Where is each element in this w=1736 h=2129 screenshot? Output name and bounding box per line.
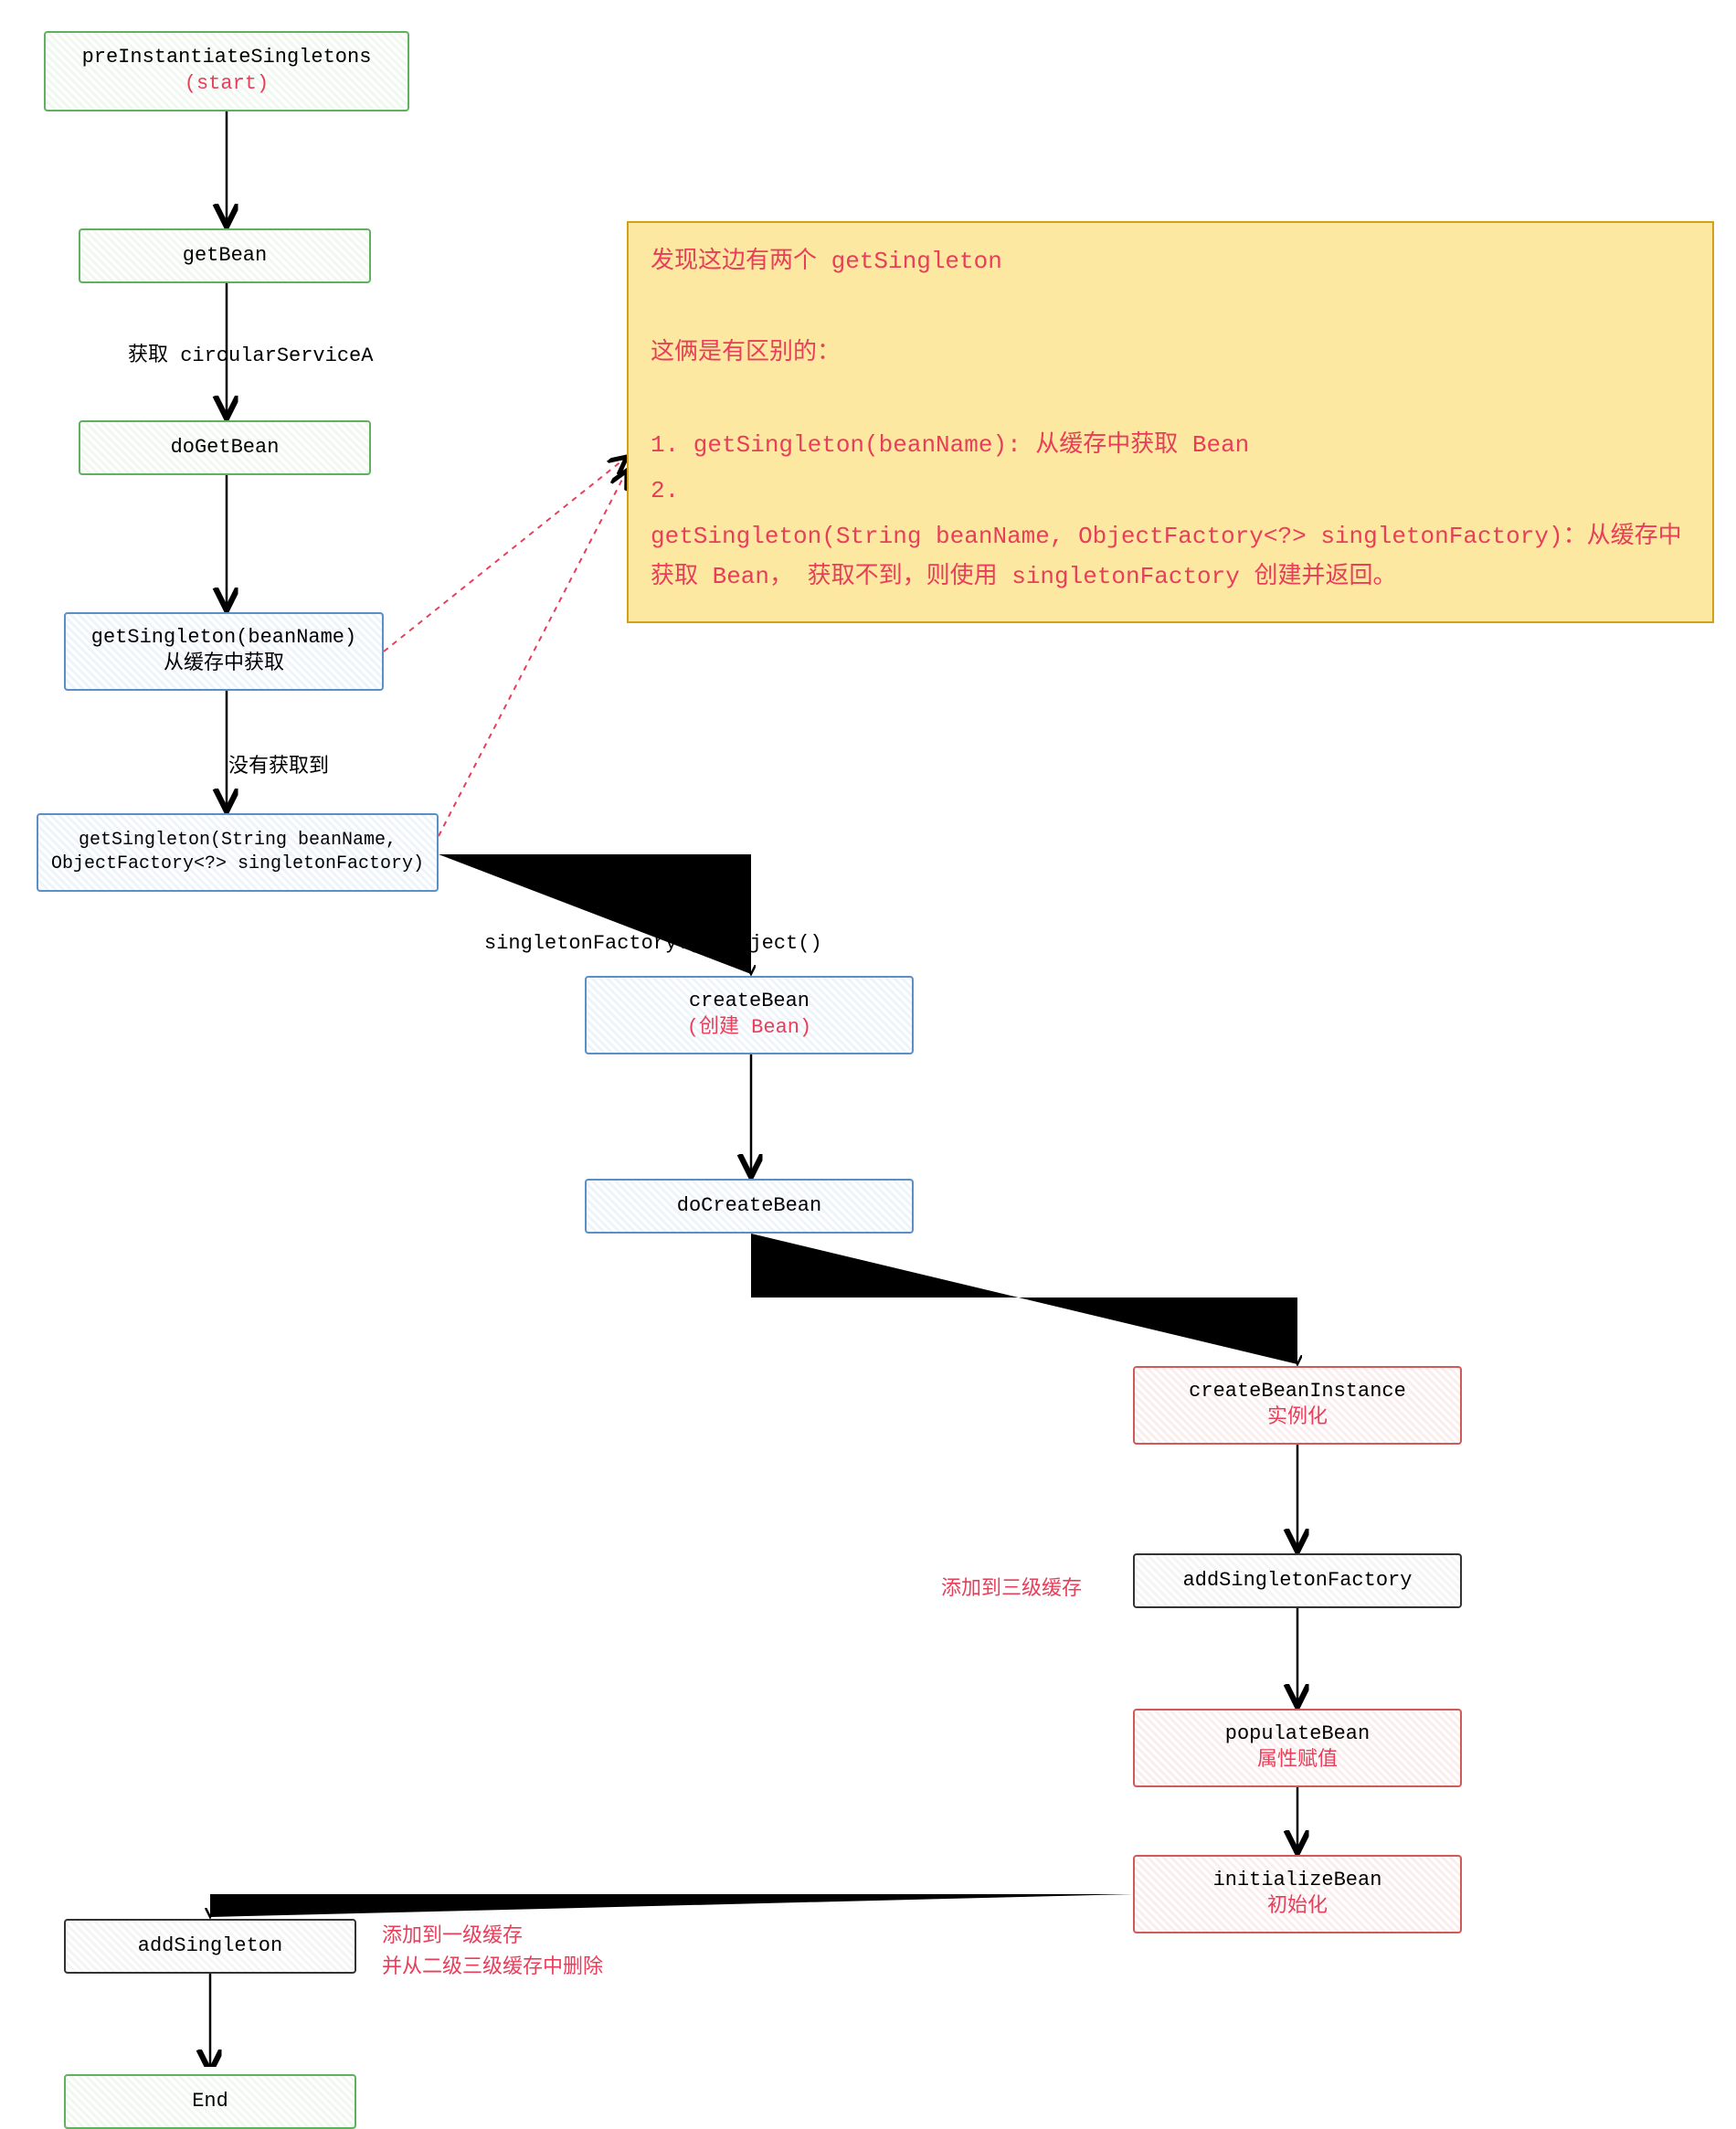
node-doCreateBean: doCreateBean [585, 1179, 914, 1234]
node-title: populateBean [1225, 1721, 1370, 1748]
node-addSingletonFactory: addSingletonFactory [1133, 1553, 1462, 1608]
node-sub: 从缓存中获取 [164, 651, 284, 678]
node-doGetBean: doGetBean [79, 420, 371, 475]
node-sub: 初始化 [1267, 1894, 1328, 1921]
node-title: preInstantiateSingletons [82, 45, 372, 71]
node-createBeanInstance: createBeanInstance 实例化 [1133, 1366, 1462, 1445]
node-title: doGetBean [171, 435, 280, 461]
node-end: End [64, 2074, 356, 2129]
callout-line [651, 287, 1690, 327]
node-preInstantiateSingletons: preInstantiateSingletons (start) [44, 31, 409, 111]
callout-line: 1. getSingleton(beanName): 从缓存中获取 Bean [651, 425, 1690, 465]
node-title: getBean [183, 243, 267, 270]
node-title: getSingleton(String beanName, ObjectFact… [51, 829, 424, 876]
node-title: createBeanInstance [1189, 1379, 1406, 1405]
node-title: createBean [689, 989, 810, 1015]
node-sub: (start) [185, 71, 269, 98]
edge-label-not-found: 没有获取到 [228, 749, 329, 779]
edge-label-add-l1-cache-1: 添加到一级缓存 [382, 1919, 523, 1948]
node-sub: (创建 Bean) [687, 1015, 811, 1042]
node-sub: 实例化 [1267, 1405, 1328, 1432]
edge-label-add-l3-cache: 添加到三级缓存 [941, 1572, 1082, 1601]
callout-line: 2. [651, 471, 1690, 511]
callout-line: 这俩是有区别的： [651, 333, 1690, 373]
edge-label-getObject: singletonFactory.getObject() [484, 932, 822, 955]
edge-label-add-l1-cache-2: 并从二级三级缓存中删除 [382, 1950, 603, 1979]
node-addSingleton: addSingleton [64, 1919, 356, 1974]
node-title: addSingletonFactory [1183, 1568, 1413, 1594]
node-title: getSingleton(beanName) [91, 625, 356, 651]
node-getSingleton-factory: getSingleton(String beanName, ObjectFact… [37, 813, 439, 892]
node-title: doCreateBean [677, 1193, 821, 1220]
node-sub: 属性赋值 [1257, 1748, 1338, 1774]
node-getBean: getBean [79, 228, 371, 283]
node-getSingleton-beanName: getSingleton(beanName) 从缓存中获取 [64, 612, 384, 691]
node-populateBean: populateBean 属性赋值 [1133, 1709, 1462, 1787]
callout-line [651, 379, 1690, 419]
callout-line: 发现这边有两个 getSingleton [651, 241, 1690, 281]
node-title: End [192, 2089, 228, 2115]
callout-line: getSingleton(String beanName, ObjectFact… [651, 516, 1690, 597]
node-title: initializeBean [1213, 1868, 1382, 1894]
edge-label-circularServiceA: 获取 circularServiceA [128, 338, 373, 367]
node-title: addSingleton [138, 1933, 282, 1960]
node-initializeBean: initializeBean 初始化 [1133, 1855, 1462, 1933]
callout-box: 发现这边有两个 getSingleton 这俩是有区别的： 1. getSing… [627, 221, 1714, 623]
node-createBean: createBean (创建 Bean) [585, 976, 914, 1054]
